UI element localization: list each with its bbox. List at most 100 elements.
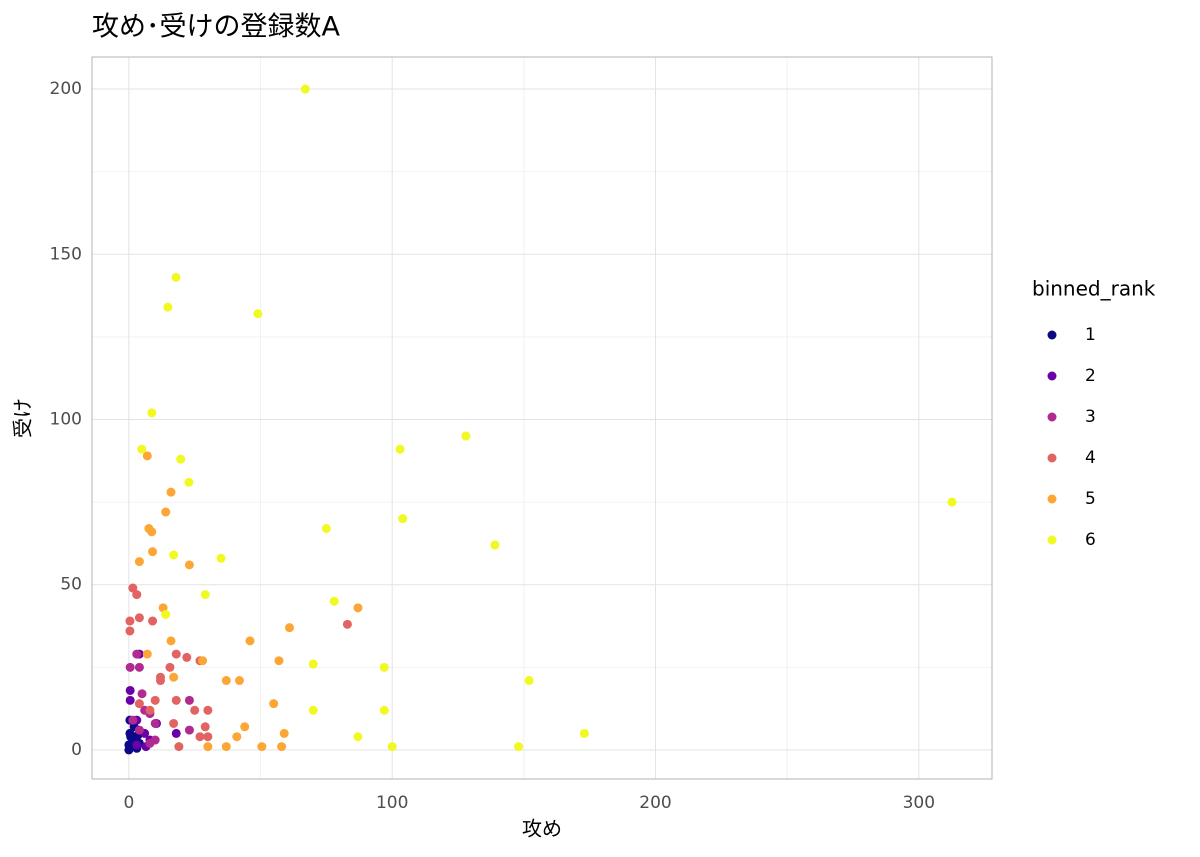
point bbox=[171, 272, 181, 282]
point bbox=[134, 662, 144, 672]
point bbox=[353, 603, 363, 613]
y-tick-label: 100 bbox=[50, 409, 82, 429]
legend-swatch bbox=[1047, 535, 1057, 545]
point bbox=[134, 699, 144, 709]
y-axis-label: 受け bbox=[11, 398, 35, 438]
x-axis-label: 攻め bbox=[522, 817, 562, 841]
point bbox=[398, 514, 408, 524]
point bbox=[184, 725, 194, 735]
point bbox=[221, 676, 231, 686]
point bbox=[169, 718, 179, 728]
point bbox=[169, 672, 179, 682]
legend-title: binned_rank bbox=[1032, 277, 1156, 301]
point bbox=[300, 84, 310, 94]
point bbox=[190, 705, 200, 715]
point bbox=[165, 662, 175, 672]
point bbox=[269, 699, 279, 709]
chart-title: 攻め･受けの登録数A bbox=[92, 12, 340, 43]
point bbox=[147, 408, 157, 418]
x-tick-label: 0 bbox=[123, 793, 134, 813]
point bbox=[490, 540, 500, 550]
point bbox=[203, 732, 213, 742]
legend-label: 4 bbox=[1085, 448, 1096, 468]
point bbox=[142, 451, 152, 461]
point bbox=[514, 742, 524, 752]
legend-label: 1 bbox=[1085, 325, 1096, 345]
point bbox=[234, 676, 244, 686]
point bbox=[128, 583, 138, 593]
point bbox=[169, 550, 179, 560]
point bbox=[329, 596, 339, 606]
point bbox=[174, 742, 184, 752]
point bbox=[284, 623, 294, 633]
point bbox=[137, 444, 147, 454]
point bbox=[171, 728, 181, 738]
point bbox=[387, 742, 397, 752]
point bbox=[461, 431, 471, 441]
point bbox=[279, 728, 289, 738]
point bbox=[232, 732, 242, 742]
y-tick-label: 200 bbox=[50, 79, 82, 99]
point bbox=[134, 557, 144, 567]
point bbox=[171, 649, 181, 659]
point bbox=[245, 636, 255, 646]
legend-label: 5 bbox=[1085, 489, 1096, 509]
point bbox=[161, 507, 171, 517]
point bbox=[184, 560, 194, 570]
point bbox=[125, 695, 135, 705]
point bbox=[200, 722, 210, 732]
point bbox=[308, 705, 318, 715]
point bbox=[134, 725, 144, 735]
point bbox=[947, 497, 957, 507]
point bbox=[161, 609, 171, 619]
y-tick-label: 50 bbox=[60, 575, 82, 595]
legend-swatch bbox=[1047, 494, 1057, 504]
point bbox=[145, 738, 155, 748]
point bbox=[240, 722, 250, 732]
point bbox=[125, 616, 135, 626]
point bbox=[145, 705, 155, 715]
point bbox=[182, 652, 192, 662]
point bbox=[203, 742, 213, 752]
point bbox=[155, 672, 165, 682]
point bbox=[221, 742, 231, 752]
point bbox=[184, 695, 194, 705]
point bbox=[216, 553, 226, 563]
point bbox=[142, 649, 152, 659]
point bbox=[274, 656, 284, 666]
legend-swatch bbox=[1047, 453, 1057, 463]
point bbox=[148, 547, 158, 557]
point bbox=[203, 705, 213, 715]
x-tick-label: 200 bbox=[639, 793, 671, 813]
point bbox=[134, 613, 144, 623]
legend-swatch bbox=[1047, 330, 1057, 340]
point bbox=[132, 590, 142, 600]
point bbox=[163, 302, 173, 312]
point bbox=[198, 656, 208, 666]
point bbox=[184, 477, 194, 487]
legend-label: 6 bbox=[1085, 530, 1096, 550]
point bbox=[150, 718, 160, 728]
point bbox=[171, 695, 181, 705]
point bbox=[147, 527, 157, 537]
point bbox=[579, 728, 589, 738]
point bbox=[132, 740, 142, 750]
point bbox=[125, 685, 135, 695]
point bbox=[124, 745, 134, 755]
point bbox=[379, 705, 389, 715]
y-tick-label: 150 bbox=[50, 244, 82, 264]
point bbox=[321, 524, 331, 534]
plot-border bbox=[91, 56, 993, 780]
legend-swatch bbox=[1047, 412, 1057, 422]
y-tick-label: 0 bbox=[71, 740, 82, 760]
point bbox=[137, 689, 147, 699]
point bbox=[132, 649, 142, 659]
point bbox=[277, 742, 287, 752]
point bbox=[166, 487, 176, 497]
point bbox=[195, 732, 205, 742]
point bbox=[166, 636, 176, 646]
point bbox=[125, 626, 135, 636]
point bbox=[524, 676, 534, 686]
point bbox=[125, 662, 135, 672]
